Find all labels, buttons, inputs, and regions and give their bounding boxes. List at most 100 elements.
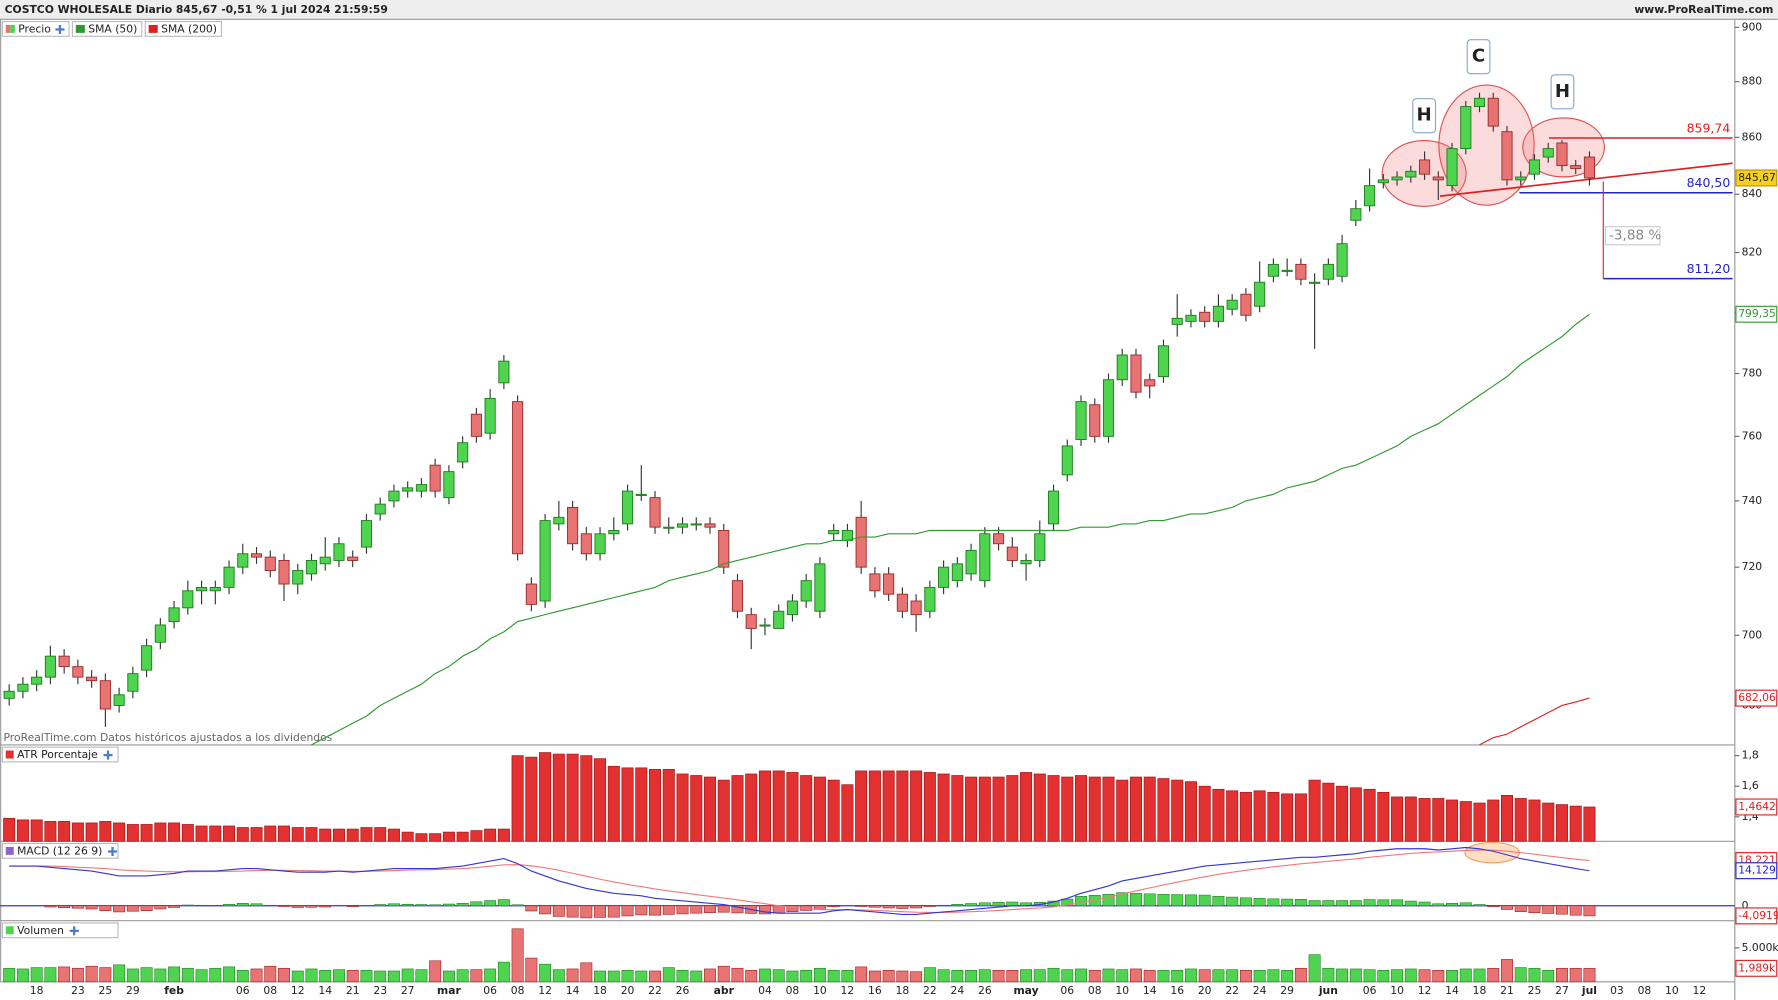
x-tick-label: abr	[714, 984, 735, 997]
volume-bar	[731, 967, 744, 983]
candle-body	[704, 523, 716, 528]
histogram-bar	[896, 905, 909, 909]
histogram-bar	[1514, 905, 1527, 912]
bar	[429, 833, 442, 842]
legend-label[interactable]: SMA (50)	[88, 22, 137, 35]
value-badge	[1735, 798, 1778, 816]
candle-body	[649, 497, 661, 528]
candle-body	[1405, 170, 1417, 178]
volume-bar	[1047, 967, 1060, 983]
chart-title: COSTCO WHOLESALE Diario 845,67 -0,51 % 1…	[5, 3, 388, 16]
candle-body	[429, 464, 441, 492]
candle-body	[1240, 293, 1252, 316]
bar	[511, 755, 524, 842]
legend-swatch	[5, 846, 14, 855]
candle-body	[99, 680, 111, 710]
candle-body	[154, 624, 166, 643]
volume-bar	[181, 967, 194, 983]
bar	[882, 770, 895, 842]
candle-body	[594, 533, 606, 555]
pattern-label-box	[1412, 98, 1437, 134]
x-tick-label: 29	[1280, 984, 1294, 997]
bar	[1528, 799, 1541, 842]
histogram-bar	[1198, 894, 1211, 907]
candle-body	[690, 523, 702, 526]
volume-bar	[1432, 970, 1445, 983]
y-tick-label: 740	[1742, 494, 1763, 507]
legend-label[interactable]: Precio	[18, 22, 51, 35]
volume-bar	[195, 969, 208, 983]
bar	[594, 758, 607, 842]
x-tick-label: feb	[164, 984, 184, 997]
histogram-bar	[1377, 899, 1390, 907]
candle-body	[196, 586, 208, 592]
bar	[1267, 791, 1280, 842]
candle-body	[1020, 559, 1032, 565]
candle-body	[498, 360, 510, 384]
volume-bar	[168, 966, 181, 983]
candle-body	[567, 506, 579, 545]
bar	[552, 753, 565, 842]
histogram-bar	[1349, 900, 1362, 907]
legend-label[interactable]: SMA (200)	[161, 22, 217, 35]
bar	[676, 773, 689, 842]
volume-bar	[1075, 968, 1087, 983]
x-tick-label: 12	[291, 984, 305, 997]
candle-body	[86, 676, 98, 682]
bar	[703, 776, 717, 842]
bar	[1294, 793, 1307, 842]
histogram-bar	[1184, 894, 1197, 907]
volume-bar	[442, 970, 455, 983]
bar	[1075, 775, 1088, 842]
volume-bar	[360, 970, 373, 983]
volume-bar	[497, 961, 510, 983]
volume-bar	[1294, 967, 1307, 983]
histogram-bar	[1294, 899, 1307, 907]
x-tick-label: 27	[1555, 984, 1569, 997]
volume-bar	[387, 970, 400, 983]
y-tick-label: 5.000k	[1742, 941, 1778, 954]
x-tick-label: 24	[1253, 984, 1267, 997]
bar	[470, 830, 483, 842]
histogram-bar	[978, 902, 991, 907]
candle-body	[910, 600, 922, 616]
bar	[319, 828, 332, 842]
candle-body	[553, 516, 565, 525]
histogram-bar	[1006, 901, 1019, 907]
bar	[250, 827, 263, 842]
bar	[649, 769, 662, 842]
bar	[525, 756, 538, 842]
candle-body	[168, 607, 180, 622]
histogram-bar	[126, 905, 139, 912]
volume-bar	[1308, 954, 1321, 983]
bar	[580, 755, 593, 842]
bar	[374, 827, 387, 842]
bar	[827, 779, 840, 842]
x-tick-label: 14	[1143, 984, 1157, 997]
volume-bar	[813, 967, 826, 983]
value-badge	[1735, 169, 1778, 187]
histogram-bar	[85, 905, 98, 910]
candle-body	[360, 520, 373, 548]
histogram-bar	[1212, 896, 1225, 907]
bar	[1033, 773, 1046, 842]
histogram-bar	[374, 904, 387, 907]
x-tick-label: 14	[1445, 984, 1459, 997]
volume-bar	[580, 962, 593, 983]
candle-body	[388, 490, 400, 502]
candle-body	[539, 520, 551, 602]
bar	[772, 770, 785, 842]
bar	[442, 831, 455, 842]
bar	[1500, 795, 1514, 842]
x-tick-label: 23	[71, 984, 85, 997]
volume-bar	[1171, 970, 1184, 983]
candle-body	[182, 590, 194, 609]
histogram-bar	[855, 905, 868, 907]
candle-body	[141, 645, 153, 671]
volume-bar	[1501, 959, 1513, 983]
histogram-bar	[305, 905, 318, 908]
candle-body	[1336, 243, 1348, 277]
volume-bar	[250, 968, 263, 983]
bar	[1487, 799, 1500, 842]
source: www.ProRealTime.com	[1634, 3, 1773, 16]
